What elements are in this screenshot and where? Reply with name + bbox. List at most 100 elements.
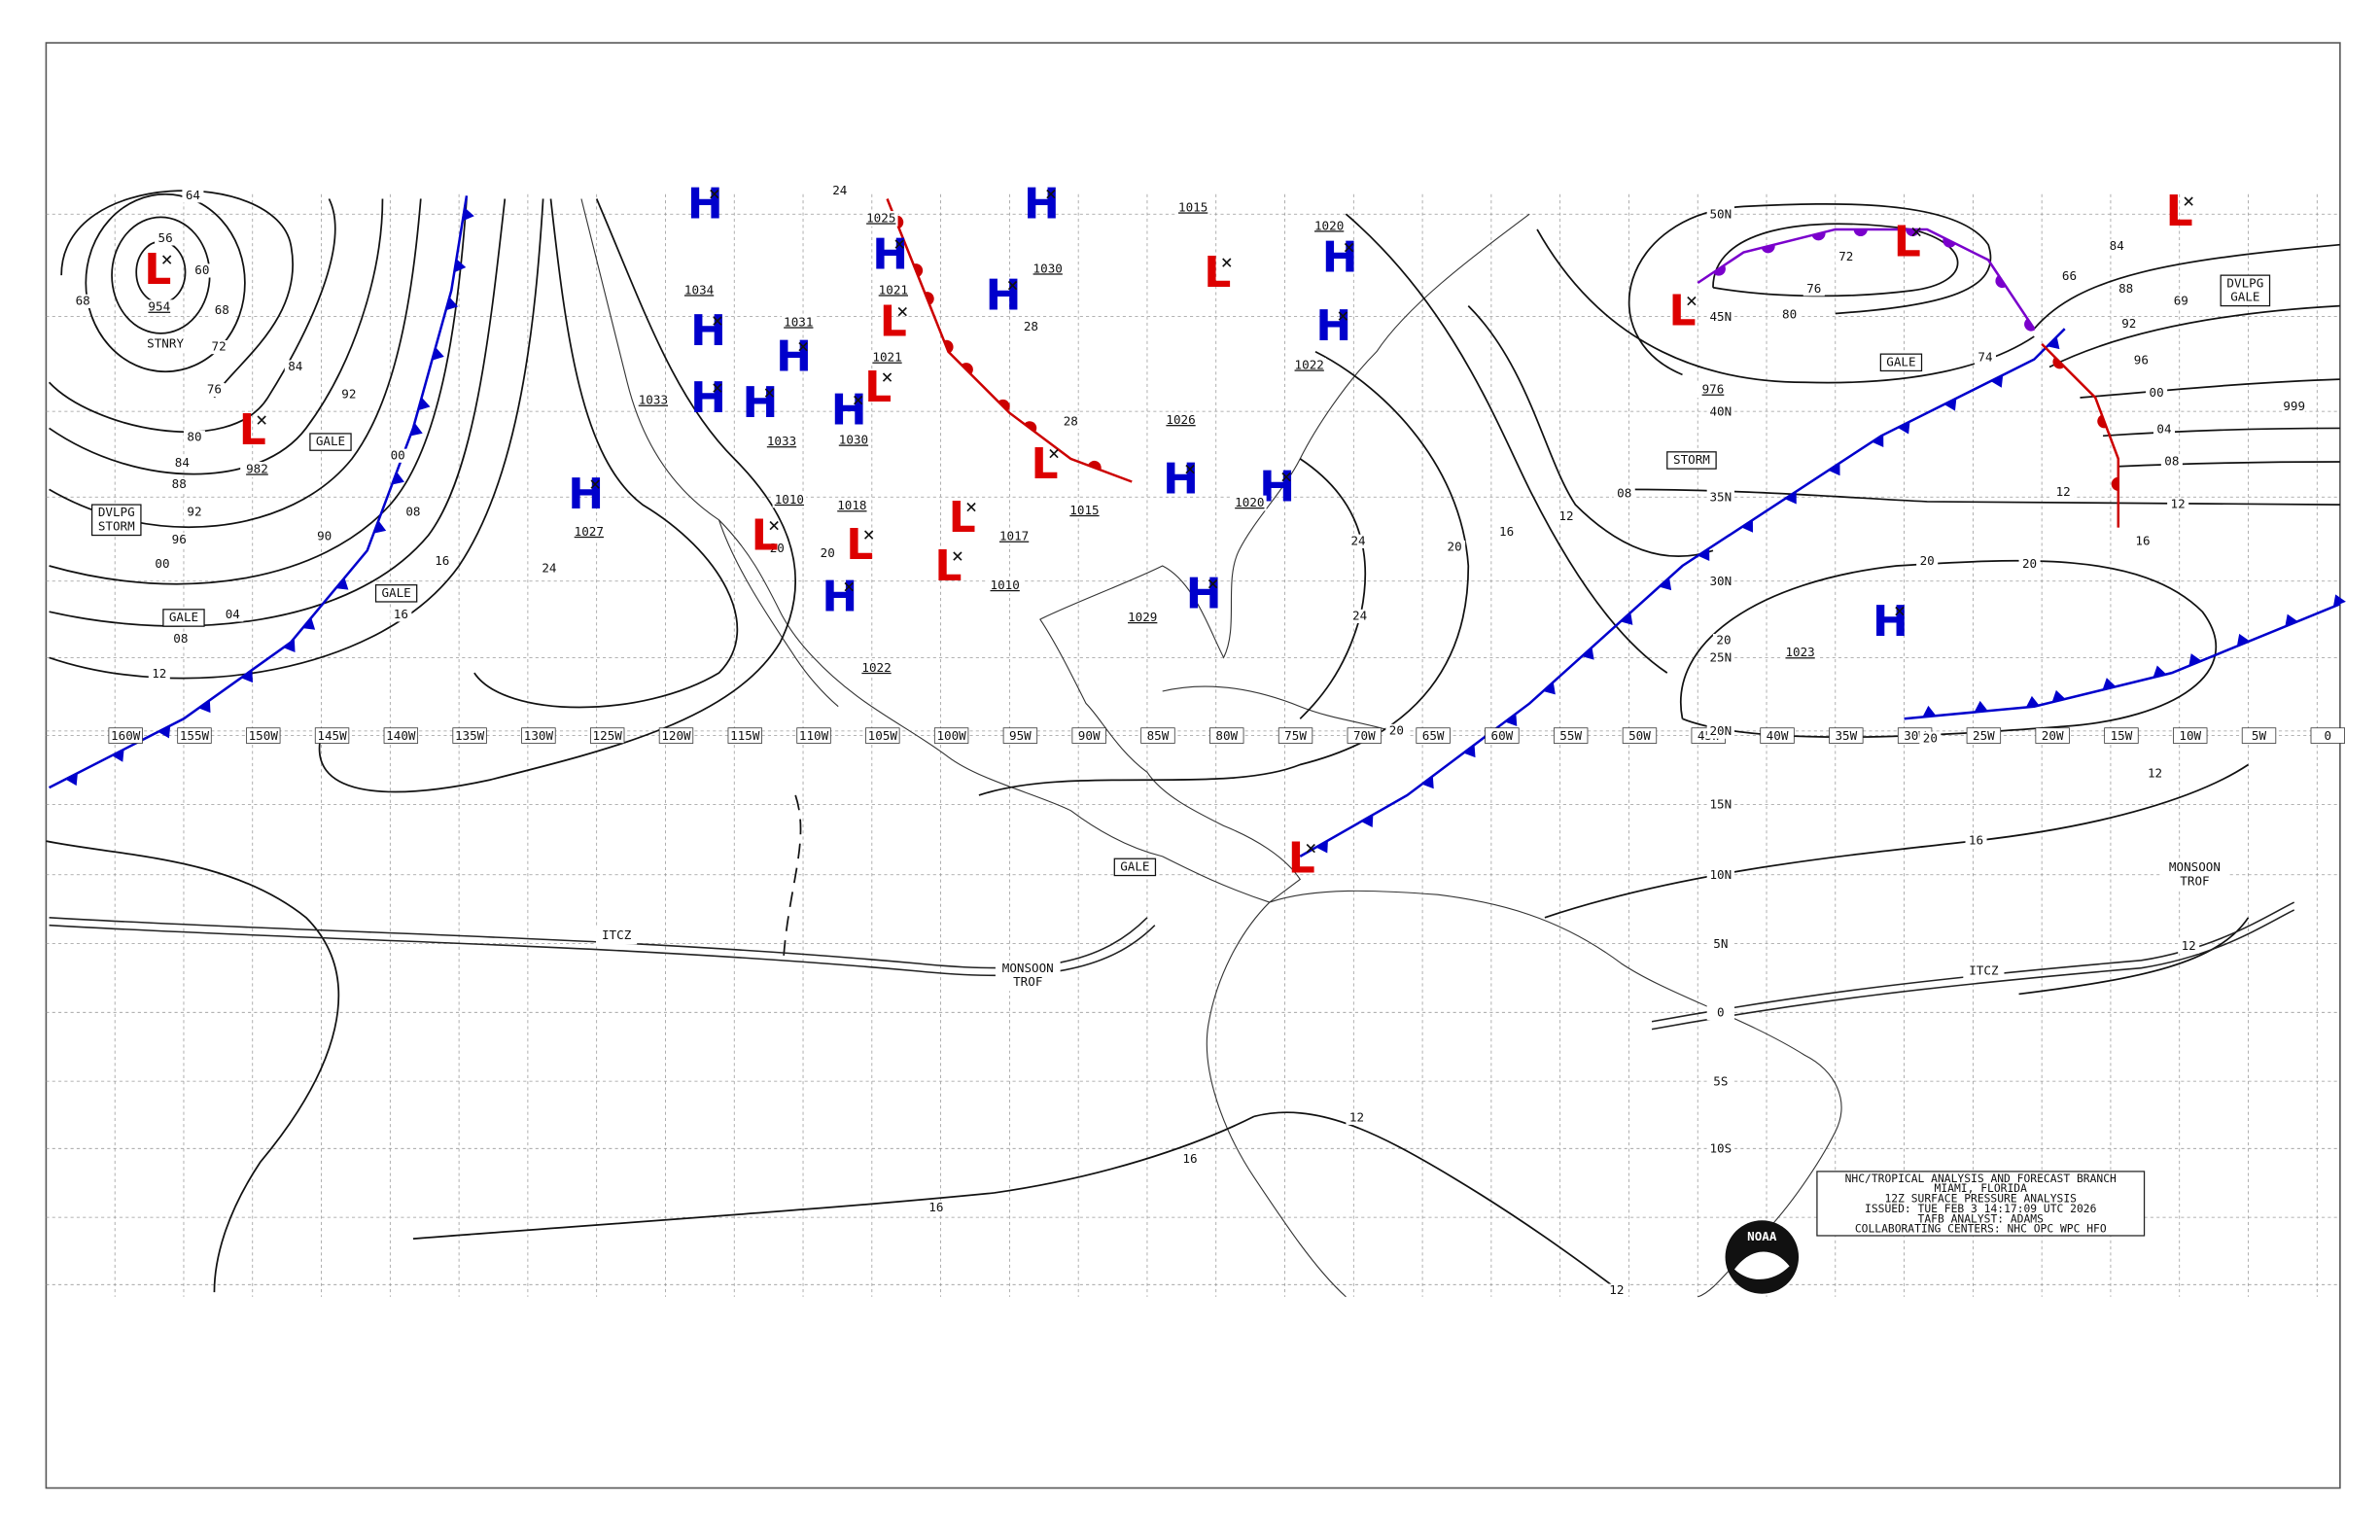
title-line: 12Z SURFACE PRESSURE ANALYSIS	[1884, 1192, 2077, 1206]
longitude-label: 40W	[1767, 728, 1789, 743]
pressure-value: 1022	[1295, 357, 1324, 371]
isobar-label-bg	[284, 360, 306, 374]
front-triangle	[454, 259, 467, 273]
isobar-label: 72	[212, 339, 227, 354]
longitude-box	[246, 727, 281, 744]
front-triangle	[2332, 594, 2346, 608]
front-semicircle	[925, 292, 934, 305]
front-triangle	[432, 347, 444, 361]
cold-front	[48, 195, 469, 789]
isobar-label-bg	[2052, 485, 2075, 500]
isobar-label-bg	[1712, 634, 1734, 648]
isobar-label: 16	[435, 553, 449, 568]
front-semicircle	[1712, 264, 1726, 276]
isobar-label-bg	[2144, 766, 2166, 782]
center-mark: ×	[161, 247, 173, 270]
longitude-box	[2173, 727, 2208, 744]
center-mark: ×	[853, 388, 864, 411]
center-mark: ×	[1221, 251, 1233, 274]
feature-label: GALE	[1120, 858, 1149, 873]
front-triangle	[2051, 689, 2066, 703]
center-mark: ×	[2183, 190, 2194, 213]
pressure-label-bg	[1233, 495, 1267, 511]
center-mark: ×	[952, 544, 963, 568]
pressure-center-symbol: L	[1668, 286, 1696, 335]
feature-box	[140, 335, 191, 353]
pressure-center-symbol: H	[1322, 232, 1358, 282]
isobar-label: 08	[405, 504, 420, 518]
longitude-label: 110W	[799, 728, 829, 743]
pressure-label-bg	[772, 492, 807, 508]
isobar-label-bg	[168, 477, 191, 492]
isobar-label: 08	[2164, 454, 2179, 469]
pressure-label-bg	[836, 433, 871, 448]
isobar-label: 16	[928, 1200, 943, 1214]
isobar-label-bg	[313, 530, 335, 544]
longitude-label: 55W	[1559, 728, 1582, 743]
longitude-label: 125W	[593, 728, 623, 743]
front-triangle	[1698, 547, 1710, 562]
pressure-label-bg	[1031, 261, 1066, 277]
front-semicircle	[1024, 421, 1037, 433]
front-triangle	[1463, 745, 1476, 758]
pressure-value: 1030	[839, 433, 868, 447]
latitude-box	[1706, 1004, 1734, 1021]
isobar-label: 08	[1617, 486, 1631, 501]
pressure-center-symbol: L	[1032, 439, 1059, 489]
feature-label: GALE	[381, 585, 410, 600]
pressure-value: 1023	[1785, 645, 1814, 659]
isobar-label: 04	[2156, 422, 2171, 437]
isobar-label-bg	[390, 608, 412, 622]
coastline-baja	[718, 519, 839, 708]
latitude-box	[1706, 1140, 1734, 1157]
longitude-box	[1347, 727, 1382, 744]
isobar-label-bg	[828, 184, 851, 198]
isobar-label: 84	[288, 359, 302, 373]
latitude-label: 5N	[1713, 936, 1728, 951]
front-triangle	[2236, 633, 2250, 647]
pressure-value: 982	[246, 461, 268, 475]
front-triangle	[65, 773, 78, 787]
pressure-value: 1034	[684, 282, 714, 297]
center-mark: ×	[797, 334, 809, 358]
isobar-label-bg	[2152, 422, 2176, 438]
title-line: TAFB ANALYST: ADAMS	[1918, 1211, 2045, 1225]
longitude-label: 150W	[249, 728, 279, 743]
pressure-label-bg	[1292, 358, 1326, 373]
front-triangle	[1974, 700, 1988, 713]
front-triangle	[1505, 713, 1518, 727]
isobar-label: 12	[1558, 508, 1573, 523]
pressure-label-bg	[782, 315, 816, 331]
feature-box	[90, 504, 142, 537]
isobar-label: 08	[173, 631, 188, 646]
isobar-label: 74	[1978, 350, 1992, 365]
pressure-center-symbol: H	[1315, 301, 1351, 351]
feature-label: MONSOON	[1002, 961, 1054, 975]
feature-label: DVLPG	[2226, 275, 2263, 290]
isobar-label: 12	[1609, 1282, 1624, 1297]
front-triangle	[1828, 463, 1840, 476]
pressure-center-symbol: L	[239, 405, 266, 455]
pressure-label-bg	[572, 524, 607, 541]
feature-box	[2220, 274, 2271, 307]
longitude-box	[933, 727, 969, 744]
longitude-label: 0	[2325, 728, 2332, 743]
longitude-label: 50W	[1628, 728, 1651, 743]
isobar-label-bg	[337, 387, 360, 402]
longitude-label: 155W	[180, 728, 210, 743]
feature-label: DVLPG	[98, 505, 135, 519]
front-triangle	[198, 700, 211, 714]
front-semicircle	[1811, 231, 1826, 241]
isobar-label: 20	[2022, 556, 2037, 571]
isobar-label: 92	[187, 504, 201, 518]
occluded-front	[1697, 228, 2036, 330]
front-triangle	[302, 617, 316, 630]
isobar-label: 88	[172, 476, 187, 491]
itcz-line	[49, 924, 1156, 977]
center-mark: ×	[1305, 836, 1316, 859]
front-triangle	[2285, 613, 2298, 627]
pressure-label-bg	[1125, 610, 1160, 626]
feature-label: STNRY	[147, 335, 184, 350]
longitude-box	[1209, 727, 1244, 744]
